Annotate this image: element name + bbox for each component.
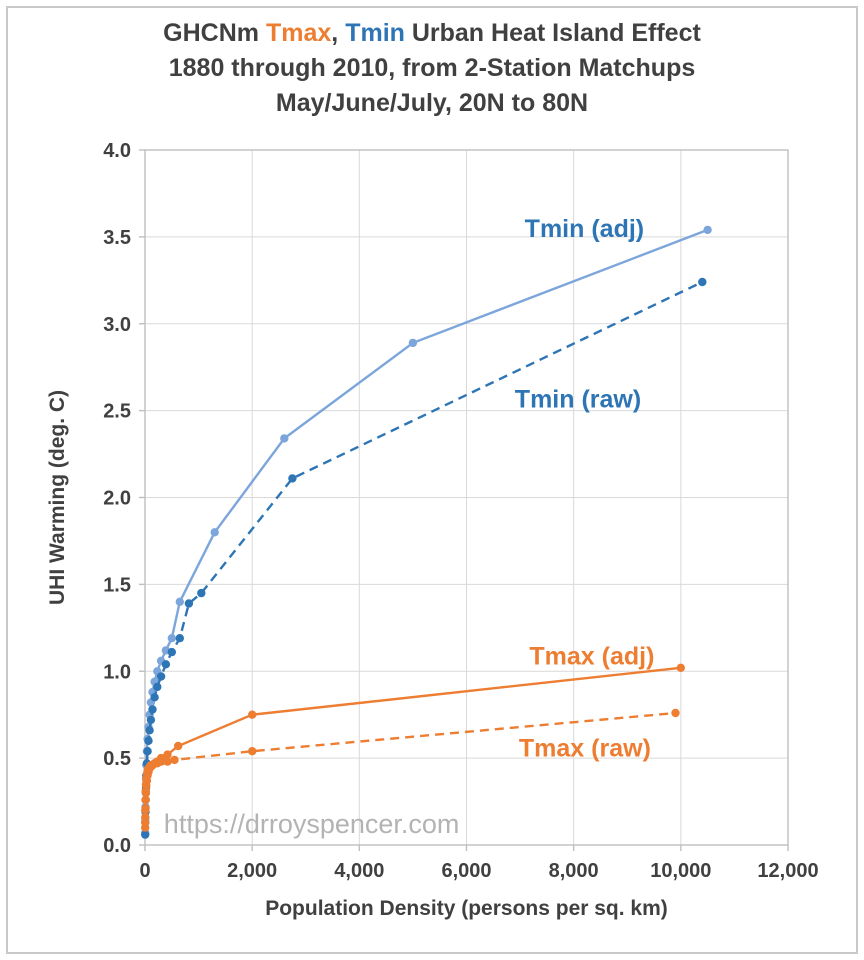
svg-text:1.0: 1.0	[103, 661, 131, 683]
series-label: Tmax (raw)	[519, 735, 651, 763]
data-point-marker	[150, 693, 159, 702]
svg-text:UHI Warming (deg. C): UHI Warming (deg. C)	[46, 390, 69, 605]
svg-text:1.5: 1.5	[103, 574, 131, 596]
data-point-marker	[703, 225, 712, 235]
data-point-marker	[141, 830, 150, 839]
data-point-marker	[144, 736, 153, 745]
data-point-marker	[676, 663, 685, 672]
svg-text:4.0: 4.0	[103, 140, 131, 162]
data-point-marker	[161, 660, 171, 669]
data-point-marker	[143, 747, 152, 756]
chart-title-line3: May/June/July, 20N to 80N	[275, 89, 589, 117]
data-point-marker	[141, 795, 150, 804]
series-tmax-raw	[141, 708, 680, 827]
svg-text:10,000: 10,000	[650, 860, 711, 882]
series-label: Tmax (adj)	[529, 643, 654, 671]
data-point-marker	[167, 647, 176, 657]
data-point-marker	[174, 741, 183, 751]
data-point-marker	[248, 747, 257, 756]
svg-text:2.0: 2.0	[103, 488, 131, 510]
data-point-marker	[163, 757, 172, 766]
data-point-marker	[141, 806, 150, 815]
chart-title-line2: 1880 through 2010, from 2-Station Matchu…	[168, 54, 696, 82]
svg-text:3.5: 3.5	[103, 227, 131, 249]
data-point-marker	[184, 599, 194, 608]
data-point-marker	[148, 705, 157, 714]
data-point-marker	[146, 715, 156, 725]
title-segment: ,	[331, 19, 346, 47]
data-point-marker	[156, 672, 166, 681]
series-line	[144, 280, 703, 835]
data-point-marker	[280, 434, 289, 443]
title-segment: GHCNm	[163, 19, 266, 47]
data-point-marker	[197, 588, 206, 598]
y-axis-title: UHI Warming (deg. C)	[46, 390, 69, 605]
data-point-marker	[210, 528, 219, 537]
data-point-marker	[288, 474, 297, 483]
data-point-marker	[156, 757, 166, 766]
data-point-marker	[170, 755, 179, 765]
svg-text:3.0: 3.0	[103, 314, 131, 336]
data-point-marker	[145, 726, 154, 735]
title-tmax-segment: Tmax	[265, 19, 332, 47]
title-segment: Urban Heat Island Effect	[404, 19, 701, 47]
watermark-text: https://drroyspencer.com	[164, 809, 460, 839]
data-point-marker	[163, 750, 172, 759]
svg-text:0.0: 0.0	[103, 835, 131, 857]
chart-title: GHCNm Tmax, Tmin Urban Heat Island Effec…	[0, 16, 864, 121]
svg-text:0: 0	[139, 860, 150, 882]
svg-text:12,000: 12,000	[757, 860, 818, 882]
x-tick-labels: 0 2,000 4,000 6,000 8,000 10,000 12,000	[139, 860, 818, 882]
data-point-marker	[248, 710, 257, 719]
x-axis-title: Population Density (persons per sq. km)	[265, 897, 668, 920]
data-point-marker	[175, 597, 184, 606]
data-point-marker	[698, 277, 707, 287]
data-point-marker	[408, 338, 418, 348]
svg-text:8,000: 8,000	[549, 860, 599, 882]
gridlines	[145, 150, 788, 845]
series-line	[144, 711, 676, 823]
annotations: Tmin (adj) Tmin (raw) Tmax (adj) Tmax (raw)…	[164, 215, 655, 839]
series-label: Tmin (adj)	[525, 215, 644, 243]
data-point-marker	[175, 634, 184, 643]
title-tmin-segment: Tmin	[345, 19, 405, 47]
data-point-marker	[671, 708, 680, 718]
plot-border-and-ticks	[139, 149, 789, 851]
data-point-marker	[141, 786, 150, 796]
data-point-marker	[167, 634, 176, 643]
chart-title-line1: GHCNm Tmax, Tmin Urban Heat Island Effec…	[0, 16, 864, 51]
y-tick-labels: 0.0 0.5 1.0 1.5 2.0 2.5 3.0 3.5 4.0	[103, 140, 131, 857]
svg-text:2.5: 2.5	[103, 401, 131, 423]
series-label: Tmin (raw)	[515, 386, 641, 414]
svg-text:4,000: 4,000	[334, 860, 384, 882]
data-point-marker	[141, 818, 150, 827]
svg-text:6,000: 6,000	[441, 860, 491, 882]
svg-text:Population Density (persons pe: Population Density (persons per sq. km)	[265, 897, 668, 920]
svg-text:2,000: 2,000	[227, 860, 277, 882]
data-point-marker	[153, 682, 162, 692]
svg-text:0.5: 0.5	[103, 748, 131, 770]
chart-canvas: 0 2,000 4,000 6,000 8,000 10,000 12,000 0.0 0.5 1…	[46, 140, 819, 920]
